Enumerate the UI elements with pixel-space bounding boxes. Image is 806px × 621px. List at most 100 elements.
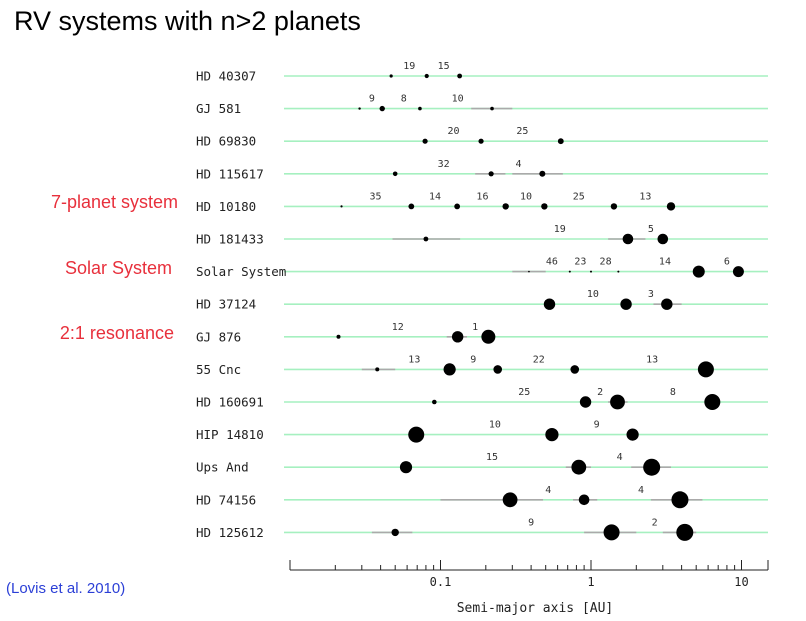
planet-marker — [418, 106, 422, 111]
mass-data-label: 1 — [472, 322, 478, 333]
planet-marker — [399, 461, 413, 474]
planet-marker — [620, 298, 632, 310]
planet-marker — [340, 205, 343, 208]
planet-marker — [666, 202, 676, 211]
mass-data-label: 8 — [401, 94, 407, 105]
planet-marker — [661, 298, 673, 310]
planet-marker — [579, 396, 592, 408]
mass-data-label: 13 — [639, 191, 651, 202]
system-row: 55 Cnc 13 9 22 13 — [196, 354, 768, 378]
mass-data-label: 4 — [638, 485, 644, 496]
planet-marker — [490, 106, 494, 111]
mass-data-label: 15 — [486, 452, 498, 463]
planet-marker — [432, 399, 437, 405]
mass-data-label: 4 — [516, 159, 522, 170]
mass-data-label: 6 — [724, 257, 730, 268]
mass-data-label: 12 — [392, 322, 404, 333]
planet-marker — [528, 270, 530, 273]
system-row: HD 181433 19 5 — [196, 224, 768, 247]
planet-marker — [379, 105, 385, 112]
planet-marker — [557, 138, 564, 145]
planet-marker — [603, 524, 620, 541]
mass-data-label: 3 — [648, 289, 654, 300]
planet-marker — [568, 270, 571, 273]
mass-data-label: 19 — [554, 224, 566, 235]
system-name-label: HD 74156 — [196, 492, 256, 507]
mass-data-label: 8 — [670, 387, 676, 398]
mass-data-label: 13 — [646, 354, 658, 365]
planet-marker — [704, 394, 721, 410]
planet-marker — [610, 394, 625, 410]
planet-marker — [676, 523, 694, 541]
planet-marker — [457, 73, 463, 79]
x-axis-title: Semi-major axis [AU] — [457, 601, 614, 616]
system-name-label: HD 10180 — [196, 199, 256, 214]
system-name-label: GJ 581 — [196, 101, 241, 116]
planet-marker — [502, 492, 518, 508]
mass-data-label: 32 — [438, 159, 450, 170]
planet-marker — [697, 361, 714, 378]
planet-marker — [422, 138, 428, 144]
planet-marker — [543, 298, 556, 310]
planet-marker — [408, 203, 415, 210]
mass-data-label: 4 — [545, 485, 551, 496]
x-tick-label: 0.1 — [430, 575, 452, 589]
system-name-label: HIP 14810 — [196, 427, 264, 442]
planet-marker — [408, 426, 425, 443]
planet-marker — [481, 329, 496, 344]
system-row: HD 10180 35 14 16 10 25 13 — [196, 191, 768, 214]
planet-marker — [570, 365, 580, 374]
planet-marker — [336, 334, 341, 339]
mass-data-label: 14 — [429, 191, 441, 202]
mass-data-label: 35 — [369, 191, 381, 202]
planet-marker — [589, 270, 592, 273]
planet-marker — [423, 236, 429, 242]
system-name-label: Solar System — [196, 264, 286, 279]
system-row: GJ 581 9 8 10 — [196, 94, 768, 116]
mass-data-label: 9 — [594, 420, 600, 431]
mass-data-label: 25 — [518, 387, 530, 398]
mass-data-label: 5 — [648, 224, 654, 235]
citation: (Lovis et al. 2010) — [6, 580, 126, 597]
system-row: Solar System 46 23 28 14 6 — [196, 257, 768, 279]
mass-data-label: 25 — [573, 191, 585, 202]
mass-data-label: 22 — [533, 354, 545, 365]
planet-marker — [643, 458, 661, 476]
system-row: GJ 876 12 1 — [196, 322, 768, 344]
mass-data-label: 10 — [587, 289, 599, 300]
mass-data-label: 10 — [520, 191, 532, 202]
planet-marker — [610, 203, 618, 210]
planet-marker — [454, 203, 461, 210]
mass-data-label: 15 — [438, 61, 450, 72]
system-row: HD 37124 10 3 — [196, 289, 768, 312]
planet-marker — [389, 74, 393, 78]
mass-data-label: 9 — [369, 94, 375, 105]
planet-marker — [545, 428, 559, 442]
system-row: HD 74156 4 4 — [196, 485, 768, 509]
system-name-label: GJ 876 — [196, 329, 241, 344]
planet-marker — [578, 494, 590, 506]
mass-data-label: 14 — [659, 257, 671, 268]
system-name-label: HD 125612 — [196, 525, 264, 540]
mass-data-label: 9 — [470, 354, 476, 365]
planet-marker — [617, 270, 620, 273]
planet-marker — [502, 203, 509, 210]
system-name-label: HD 40307 — [196, 69, 256, 84]
mass-data-label: 13 — [408, 354, 420, 365]
mass-data-label: 2 — [597, 387, 603, 398]
mass-data-label: 10 — [489, 420, 501, 431]
planet-marker — [622, 233, 634, 245]
annotation-2-1-resonance: 2:1 resonance — [59, 323, 174, 343]
system-name-label: HD 69830 — [196, 134, 256, 149]
system-name-label: HD 181433 — [196, 232, 264, 247]
planet-marker — [571, 459, 587, 475]
x-axis: 0.1 1 10 Semi-major axis [AU] — [289, 560, 769, 616]
planet-marker — [626, 428, 639, 441]
mass-data-label: 25 — [516, 126, 528, 137]
x-tick-label: 10 — [734, 575, 748, 589]
mass-data-label: 10 — [452, 94, 464, 105]
planet-marker — [392, 171, 398, 177]
mass-data-label: 20 — [447, 126, 459, 137]
system-name-label: HD 37124 — [196, 297, 256, 312]
